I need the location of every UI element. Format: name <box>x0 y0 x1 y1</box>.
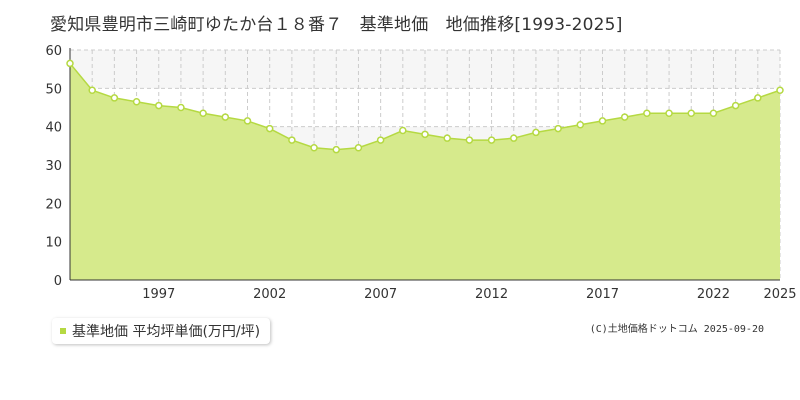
data-point <box>487 136 496 144</box>
data-point <box>243 117 252 125</box>
data-point <box>110 94 119 102</box>
copyright-notice: (C)土地価格ドットコム 2025-09-20 <box>589 324 764 335</box>
chart-ticks: 0 10 20 30 40 50 60 1997 2002 2007 2012 2017 2022 202… <box>45 44 796 302</box>
data-point <box>376 136 385 144</box>
y-tick-label: 0 <box>54 274 62 289</box>
series-area <box>70 63 780 280</box>
data-point <box>155 101 163 110</box>
data-point <box>66 59 74 68</box>
data-point <box>754 94 762 102</box>
y-tick-label: 40 <box>45 121 62 136</box>
data-point <box>709 109 718 117</box>
data-point <box>465 136 474 144</box>
data-point <box>199 109 207 117</box>
data-point <box>554 124 562 133</box>
x-tick-label: 2022 <box>697 287 730 302</box>
page-title: 愛知県豊明市三崎町ゆたか台１８番７ 基準地価 地価推移[1993-2025] <box>50 15 623 35</box>
data-point <box>532 128 540 137</box>
x-tick-label: 2002 <box>253 287 286 302</box>
chart-legend: 基準地価 平均坪単価(万円/坪) <box>52 318 271 344</box>
x-tick-label: 2012 <box>475 287 508 302</box>
data-point <box>88 86 96 94</box>
y-tick-label: 60 <box>45 44 62 59</box>
data-point <box>510 134 518 142</box>
data-point <box>576 121 585 129</box>
x-tick-label: 2017 <box>586 287 619 302</box>
data-point <box>310 144 318 152</box>
data-point <box>221 113 230 121</box>
data-point <box>643 109 651 117</box>
y-tick-label: 20 <box>45 197 62 212</box>
y-tick-label: 30 <box>45 159 62 174</box>
data-point <box>177 103 185 112</box>
y-tick-label: 50 <box>45 82 62 97</box>
x-tick-label: 2007 <box>364 287 397 302</box>
data-point <box>731 101 740 110</box>
chart-points <box>66 59 784 154</box>
data-point <box>265 124 274 133</box>
legend-swatch <box>60 328 66 334</box>
data-point <box>399 126 407 135</box>
data-point <box>776 86 784 94</box>
data-point <box>332 145 340 154</box>
x-tick-label: 1997 <box>142 287 175 302</box>
y-tick-label: 10 <box>45 236 62 251</box>
data-point <box>598 117 607 125</box>
legend-label: 基準地価 平均坪単価(万円/坪) <box>72 324 261 340</box>
data-point <box>687 109 695 117</box>
chart-axes <box>69 48 780 281</box>
data-point <box>443 134 451 142</box>
data-point <box>288 136 296 144</box>
data-point <box>354 144 363 152</box>
data-point <box>421 130 429 139</box>
data-point <box>132 98 141 106</box>
data-point <box>620 113 629 121</box>
data-point <box>665 109 673 117</box>
grid-band <box>70 50 780 89</box>
x-tick-label: 2025 <box>763 287 796 302</box>
